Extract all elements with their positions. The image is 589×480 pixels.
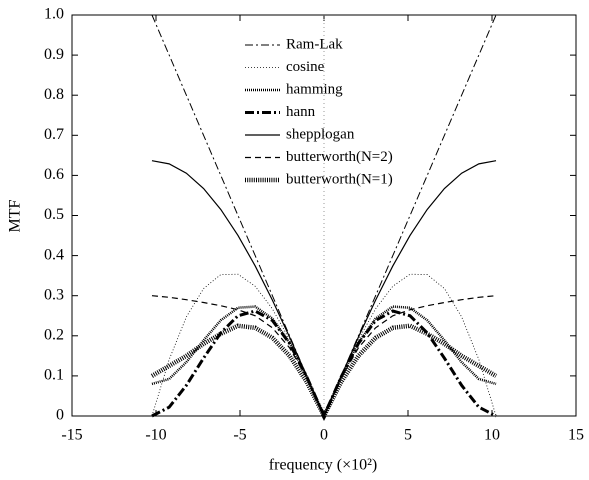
y-axis-label: MTF — [7, 199, 24, 232]
y-tick-label: 0.4 — [44, 246, 64, 263]
x-tick-label: 5 — [404, 427, 412, 444]
x-tick-label: -15 — [61, 427, 82, 444]
x-tick-label: 0 — [320, 427, 328, 444]
y-tick-label: 0.9 — [44, 46, 64, 63]
y-tick-label: 0.1 — [44, 367, 64, 384]
y-tick-label: 0 — [56, 407, 64, 424]
x-tick-label: -10 — [145, 427, 166, 444]
x-tick-label: 10 — [484, 427, 500, 444]
legend-text: butterworth(N=1) — [286, 171, 393, 187]
series-line — [151, 295, 497, 418]
y-tick-label: 0.8 — [44, 86, 64, 103]
y-tick-label: 0.6 — [44, 166, 64, 183]
y-tick-label: 0.3 — [44, 286, 64, 303]
legend-text: shepplogan — [286, 126, 355, 142]
y-tick-label: 1.0 — [44, 6, 64, 23]
legend-text: hamming — [286, 81, 343, 97]
series-line — [150, 323, 498, 421]
legend-text: cosine — [286, 59, 325, 75]
y-tick-label: 0.7 — [44, 126, 64, 143]
y-tick-label: 0.2 — [44, 326, 64, 343]
legend-text: butterworth(N=2) — [286, 149, 393, 165]
legend-text: Ram-Lak — [286, 36, 343, 52]
y-tick-label: 0.5 — [44, 206, 64, 223]
x-tick-label: -5 — [233, 427, 246, 444]
x-tick-label: 15 — [568, 427, 584, 444]
x-axis-label: frequency (×10²) — [269, 457, 377, 474]
legend-text: hann — [286, 104, 316, 120]
